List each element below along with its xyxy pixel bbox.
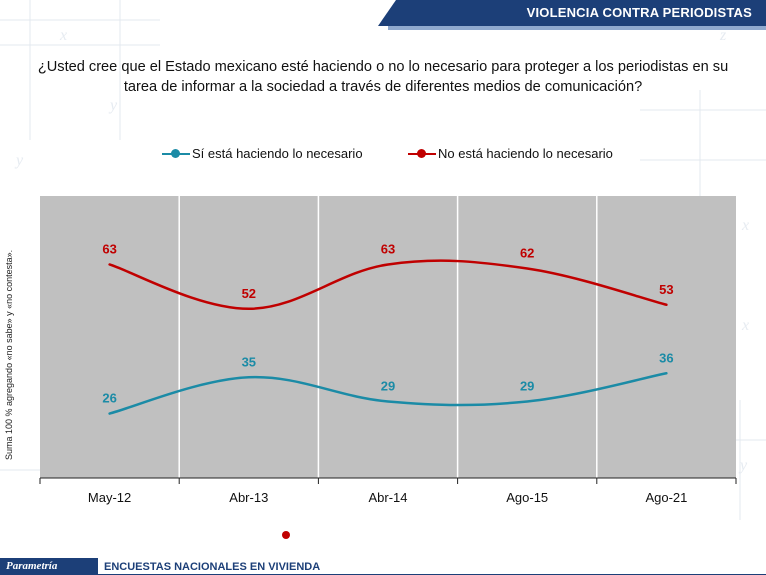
header-stripe (388, 26, 766, 30)
x-tick-label: Abr-13 (229, 490, 268, 505)
data-label-no: 63 (381, 241, 395, 256)
data-label-si: 35 (242, 354, 256, 369)
data-label-no: 62 (520, 246, 534, 261)
legend-item-no: No está haciendo lo necesario (408, 146, 613, 161)
plot-area (40, 196, 736, 478)
data-label-si: 29 (381, 378, 395, 393)
data-label-si: 29 (520, 378, 534, 393)
legend-label-no: No está haciendo lo necesario (438, 146, 613, 161)
x-tick-label: Abr-14 (368, 490, 407, 505)
legend-item-si: Sí está haciendo lo necesario (162, 146, 363, 161)
legend-label-si: Sí está haciendo lo necesario (192, 146, 363, 161)
legend-swatch-si (162, 148, 190, 159)
footer-label: ENCUESTAS NACIONALES EN VIVIENDA (104, 561, 321, 573)
data-label-no: 63 (102, 241, 116, 256)
x-tick-label: Ago-15 (506, 490, 548, 505)
footer-brand-logo: Parametría (0, 558, 98, 575)
legend-swatch-no (408, 148, 436, 159)
header-banner (378, 0, 766, 26)
decorative-dot (282, 531, 290, 539)
data-label-si: 26 (102, 391, 116, 406)
x-tick-label: Ago-21 (645, 490, 687, 505)
data-label-si: 36 (659, 350, 673, 365)
series-line-no (108, 259, 668, 311)
survey-question: ¿Usted cree que el Estado mexicano esté … (37, 59, 729, 95)
data-label-no: 52 (242, 286, 256, 301)
data-label-no: 53 (659, 282, 673, 297)
x-tick-label: May-12 (88, 490, 131, 505)
section-title: VIOLENCIA CONTRA PERIODISTAS (526, 5, 752, 20)
series-line-si (108, 372, 668, 415)
chart-legend: Sí está haciendo lo necesario No está ha… (0, 146, 766, 166)
